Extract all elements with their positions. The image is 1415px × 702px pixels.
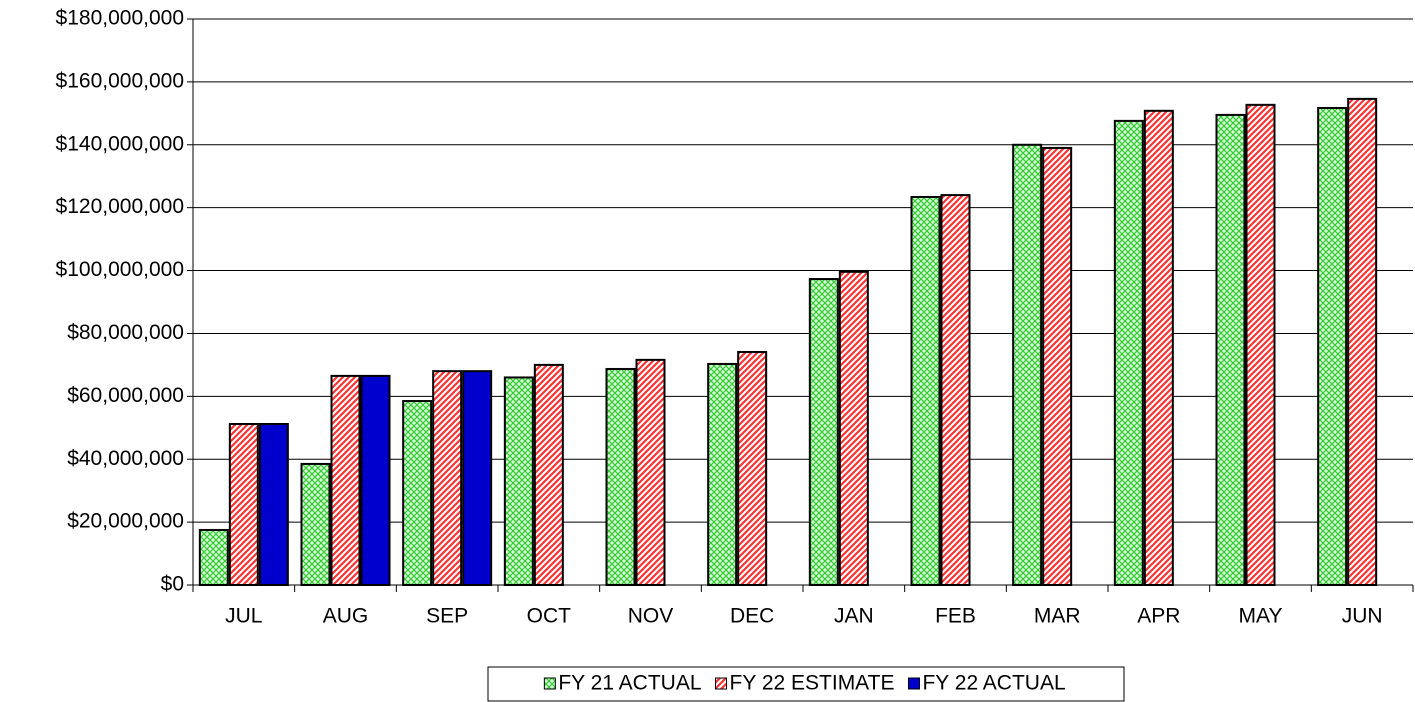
y-tick-label: $120,000,000 xyxy=(56,195,184,218)
bar xyxy=(198,528,229,587)
legend-label: FY 21 ACTUAL xyxy=(558,672,701,695)
bar xyxy=(1042,146,1073,587)
bar xyxy=(737,350,768,586)
legend: FY 21 ACTUAL FY 22 ESTIMATE FY 22 ACTUAL xyxy=(487,666,1125,702)
y-tick-label: $60,000,000 xyxy=(67,384,184,407)
bar xyxy=(228,423,259,587)
bar xyxy=(402,400,433,586)
bar xyxy=(910,195,941,586)
legend-swatch xyxy=(715,677,728,690)
x-tick-label: APR xyxy=(1137,605,1180,628)
bar xyxy=(330,374,361,586)
x-tick-label: JAN xyxy=(834,605,874,628)
bar xyxy=(432,370,463,586)
bar xyxy=(940,194,971,586)
x-tick-label: JUN xyxy=(1342,605,1383,628)
bar xyxy=(1215,113,1246,587)
legend-label: FY 22 ESTIMATE xyxy=(730,672,895,695)
x-tick-label: MAY xyxy=(1239,605,1283,628)
bar xyxy=(1113,119,1144,586)
y-tick-label: $0 xyxy=(161,573,184,596)
bar xyxy=(707,362,738,586)
y-tick-label: $180,000,000 xyxy=(56,7,184,30)
x-tick-label: MAR xyxy=(1034,605,1081,628)
legend-box xyxy=(487,666,1125,702)
bar xyxy=(533,363,564,586)
bar xyxy=(258,423,289,587)
bar xyxy=(1245,103,1276,587)
bar xyxy=(838,270,869,586)
bar xyxy=(808,278,839,586)
y-tick-label: $160,000,000 xyxy=(56,69,184,92)
legend-label: FY 22 ACTUAL xyxy=(922,672,1065,695)
bar xyxy=(635,358,666,587)
legend-swatch xyxy=(543,677,556,690)
legend-swatch xyxy=(907,677,920,690)
y-tick-label: $80,000,000 xyxy=(67,321,184,344)
y-tick-label: $40,000,000 xyxy=(67,447,184,470)
x-tick-label: OCT xyxy=(527,605,572,628)
x-tick-label: SEP xyxy=(426,605,468,628)
bar xyxy=(462,370,493,586)
bar xyxy=(1143,109,1174,586)
x-tick-label: DEC xyxy=(730,605,774,628)
bar xyxy=(1317,106,1348,586)
x-tick-label: AUG xyxy=(323,605,369,628)
bar xyxy=(360,374,391,586)
bar xyxy=(1012,143,1043,586)
x-tick-label: NOV xyxy=(628,605,674,628)
y-tick-label: $100,000,000 xyxy=(56,258,184,281)
bar xyxy=(503,376,534,587)
bar xyxy=(605,367,636,586)
bar xyxy=(1347,97,1378,586)
y-tick-label: $140,000,000 xyxy=(56,132,184,155)
x-tick-label: JUL xyxy=(225,605,262,628)
y-tick-label: $20,000,000 xyxy=(67,510,184,533)
bar xyxy=(300,462,331,587)
x-tick-label: FEB xyxy=(935,605,976,628)
